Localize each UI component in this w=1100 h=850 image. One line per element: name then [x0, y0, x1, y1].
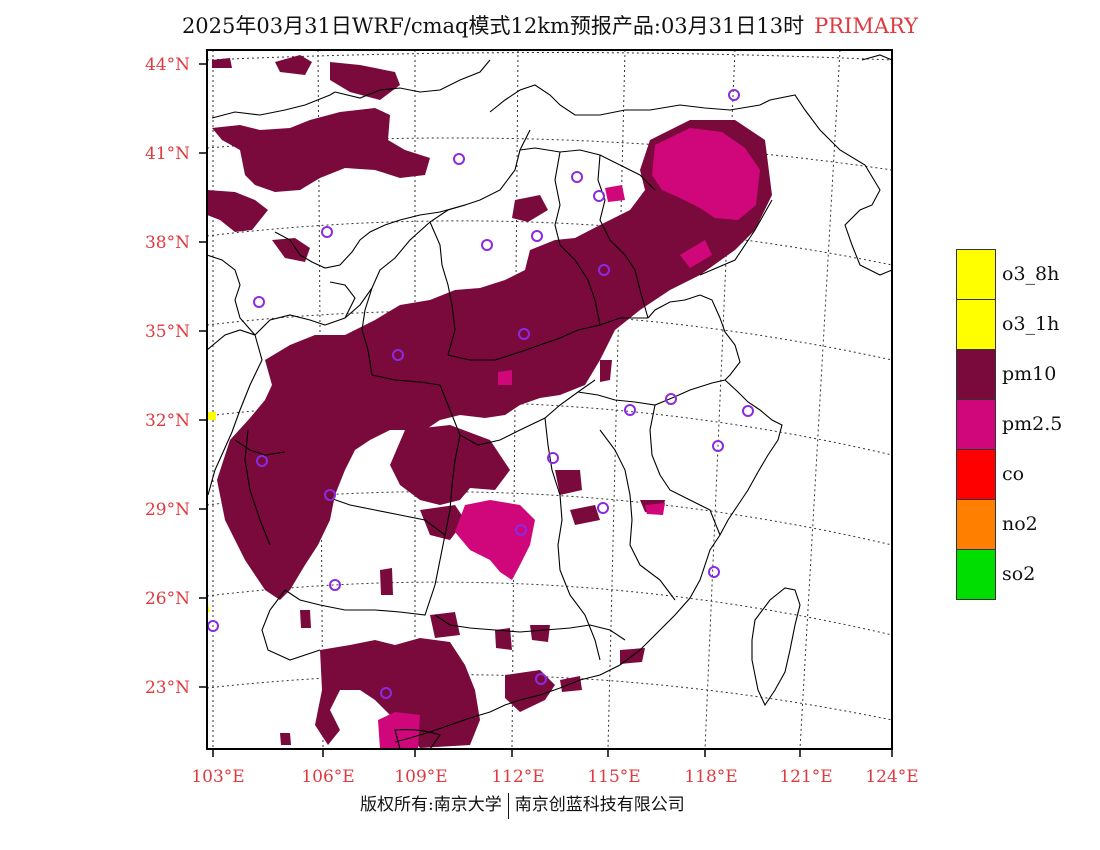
title-main: 2025年03月31日WRF/cmaq模式12km预报产品:03月31日13时 [181, 14, 805, 38]
legend-label: co [1002, 463, 1025, 485]
lon-label: 124°E [865, 767, 918, 787]
lon-label: 118°E [684, 767, 737, 787]
lon-label: 115°E [587, 767, 640, 787]
station-markers [207, 89, 754, 699]
map-frame [206, 49, 893, 750]
legend-swatch [956, 249, 996, 300]
legend-swatch [956, 349, 996, 400]
lat-label: 38°N [145, 233, 190, 253]
legend-swatch [956, 299, 996, 350]
lon-label: 121°E [779, 767, 832, 787]
map-title: 2025年03月31日WRF/cmaq模式12km预报产品:03月31日13时 P… [0, 10, 1100, 40]
footer-left: 版权所有:南京大学 [360, 795, 502, 815]
legend-swatch [956, 549, 996, 600]
lon-label: 106°E [301, 767, 354, 787]
lon-label: 112°E [491, 767, 544, 787]
lat-label: 23°N [145, 678, 190, 698]
lat-label: 41°N [145, 144, 190, 164]
legend-label: o3_8h [1002, 263, 1060, 285]
lon-label: 109°E [394, 767, 447, 787]
lon-label: 103°E [191, 767, 244, 787]
lat-label: 44°N [145, 55, 190, 75]
title-tag: PRIMARY [814, 14, 919, 38]
legend-label: pm10 [1002, 363, 1057, 385]
axis-ticks [199, 63, 893, 757]
lat-label: 35°N [145, 322, 190, 342]
longitude-labels: 103°E 106°E 109°E 112°E 115°E 118°E 121°… [191, 767, 918, 787]
footer-divider [507, 792, 509, 819]
lat-label: 32°N [145, 411, 190, 431]
borders [207, 54, 892, 749]
map-content [207, 50, 892, 749]
legend-swatch [956, 499, 996, 550]
legend-label: so2 [1002, 563, 1036, 585]
legend-label: no2 [1002, 513, 1038, 535]
legend-label: o3_1h [1002, 313, 1060, 335]
lat-label: 26°N [145, 589, 190, 609]
lat-label: 29°N [145, 500, 190, 520]
pm25-regions [378, 128, 760, 749]
footer-right: 南京创蓝科技有限公司 [514, 795, 685, 815]
legend-swatch [956, 399, 996, 450]
copyright-footer: 版权所有:南京大学 南京创蓝科技有限公司 [360, 790, 685, 819]
legend-swatch [956, 449, 996, 500]
legend-label: pm2.5 [1002, 413, 1063, 435]
latitude-labels: 44°N 41°N 38°N 35°N 32°N 29°N 26°N 23°N [145, 55, 190, 698]
